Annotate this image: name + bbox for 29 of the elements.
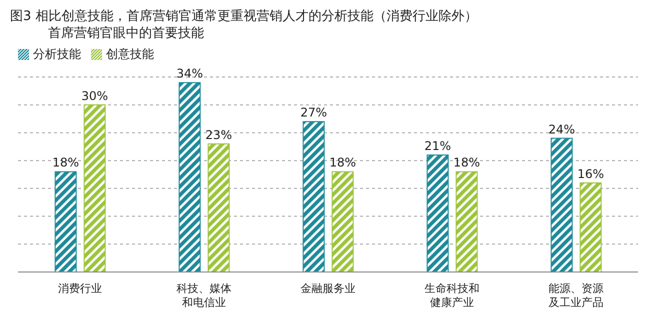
bar (178, 82, 201, 272)
bar (302, 121, 325, 272)
x-tick-label: 金融服务业 (300, 282, 356, 295)
bar (332, 171, 354, 272)
data-label: 21% (424, 139, 452, 153)
x-tick-label: 科技、媒体和电信业 (176, 282, 232, 309)
data-label: 30% (81, 88, 108, 103)
bar (54, 171, 77, 272)
legend-label: 创意技能 (106, 47, 154, 61)
legend-label: 分析技能 (33, 47, 81, 61)
bar (208, 143, 230, 272)
data-label: 27% (300, 106, 328, 120)
data-label: 23% (205, 128, 232, 142)
chart-title: 图3 相比创意技能，首席营销官通常更重视营销人才的分析技能（消费行业除外） (10, 8, 478, 25)
data-label: 24% (548, 122, 576, 136)
x-tick-label: 生命科技和健康产业 (424, 282, 480, 309)
bar (84, 104, 106, 272)
bar (426, 154, 449, 272)
x-tick-label: 消费行业 (58, 282, 102, 295)
bar (580, 182, 602, 272)
x-tick-label: 能源、资源及工业产品 (548, 282, 604, 309)
data-label: 18% (329, 156, 356, 170)
bar (550, 138, 573, 272)
bar (456, 171, 478, 272)
chart-subtitle: 首席营销官眼中的首要技能 (48, 25, 205, 42)
data-label: 34% (176, 66, 204, 81)
data-label: 18% (52, 156, 80, 170)
data-label: 18% (453, 156, 480, 170)
data-label: 16% (577, 166, 604, 181)
